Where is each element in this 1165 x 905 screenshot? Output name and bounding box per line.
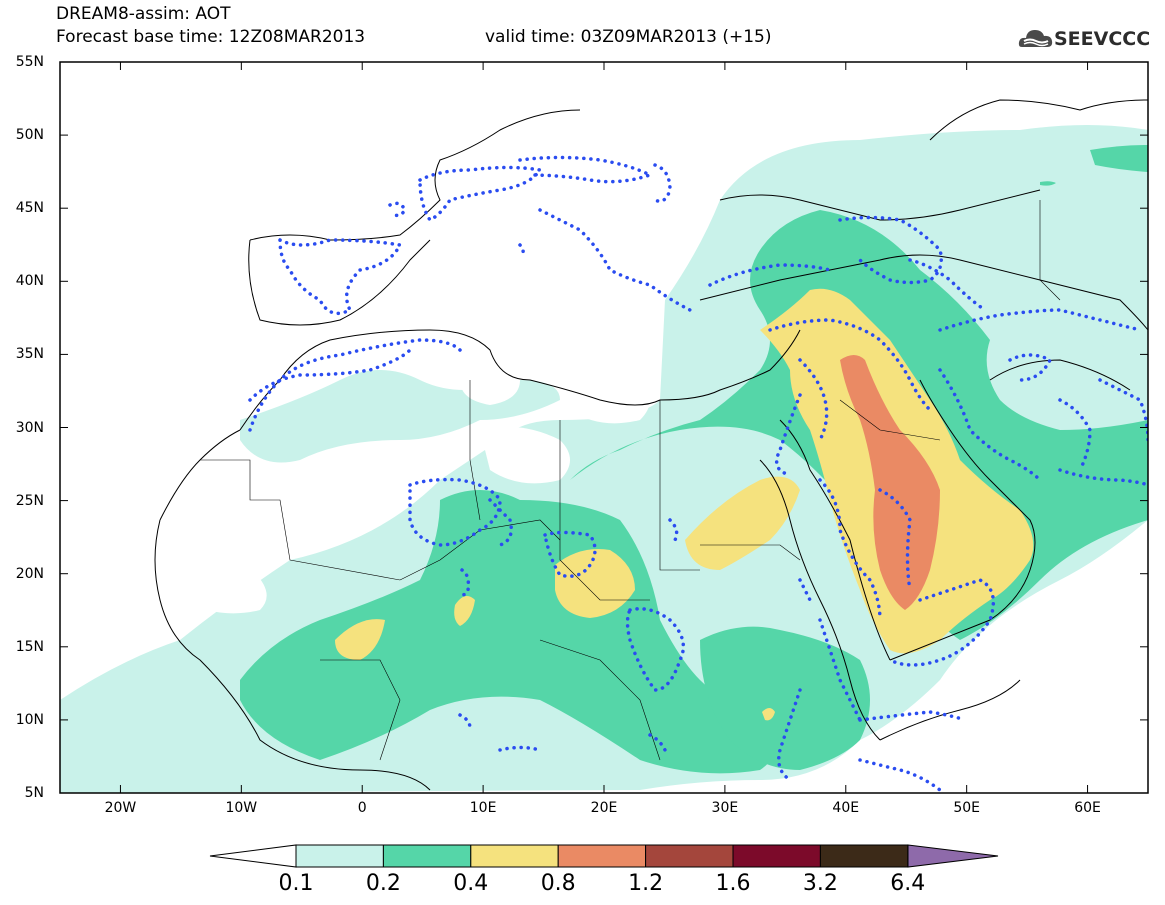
cloud-icon — [1018, 30, 1053, 47]
lon-label: 10E — [469, 800, 497, 816]
colorbar-level-label: 0.8 — [540, 871, 576, 896]
lon-label: 10W — [225, 800, 258, 816]
coastlines — [154, 99, 1148, 791]
lon-label: 0 — [357, 800, 367, 816]
colorbar-level-label: 0.4 — [453, 871, 489, 896]
lat-label: 55N — [15, 54, 44, 70]
colorbar-box — [382, 844, 472, 868]
forecast-base-time: Forecast base time: 12Z08MAR2013 — [56, 27, 366, 47]
map-title: DREAM8-assim: AOT — [56, 4, 231, 24]
lon-label: 60E — [1074, 800, 1101, 816]
lat-label: 40N — [15, 273, 44, 290]
country-borders — [200, 200, 1061, 761]
aot-clear-areas — [160, 360, 650, 614]
axis-ticks — [60, 61, 1148, 794]
colorbar-level-label: 6.4 — [890, 871, 926, 896]
lat-label: 35N — [15, 346, 44, 363]
colorbar-level-label: 0.2 — [365, 871, 401, 896]
seevccc-logo: SEEVCCC — [1018, 25, 1153, 55]
lon-label: 50E — [953, 800, 980, 816]
colorbar-box — [470, 844, 559, 868]
colorbar-box — [557, 844, 647, 868]
lat-label: 50N — [15, 127, 44, 144]
dust-deposition-contours — [248, 155, 1148, 792]
colorbar-box — [295, 844, 384, 868]
colorbar-box — [819, 844, 909, 868]
lon-label: 40E — [832, 800, 860, 816]
lon-label: 20E — [590, 800, 618, 816]
lat-label: 15N — [15, 638, 44, 655]
colorbar-box — [732, 844, 821, 868]
lat-label: 25N — [15, 492, 44, 509]
colorbar-level-label: 3.2 — [802, 871, 838, 896]
colorbar-low-arrow — [209, 844, 297, 868]
lat-label: 20N — [15, 565, 44, 582]
lat-label: 10N — [15, 711, 44, 728]
valid-time: valid time: 03Z09MAR2013 (+15) — [485, 27, 772, 47]
colorbar-high-arrow — [907, 844, 999, 868]
colorbar-level-label: 1.2 — [628, 871, 664, 896]
colorbar-box — [645, 844, 734, 868]
lon-label: 20W — [104, 800, 137, 816]
lat-label: 30N — [15, 419, 44, 436]
lat-label: 45N — [15, 200, 44, 217]
lat-label: 5N — [24, 785, 44, 801]
lon-label: 30E — [711, 800, 739, 816]
colorbar-level-label: 0.1 — [278, 871, 314, 896]
colorbar-level-label: 1.6 — [715, 871, 751, 896]
logo-text: SEEVCCC — [1054, 28, 1151, 50]
